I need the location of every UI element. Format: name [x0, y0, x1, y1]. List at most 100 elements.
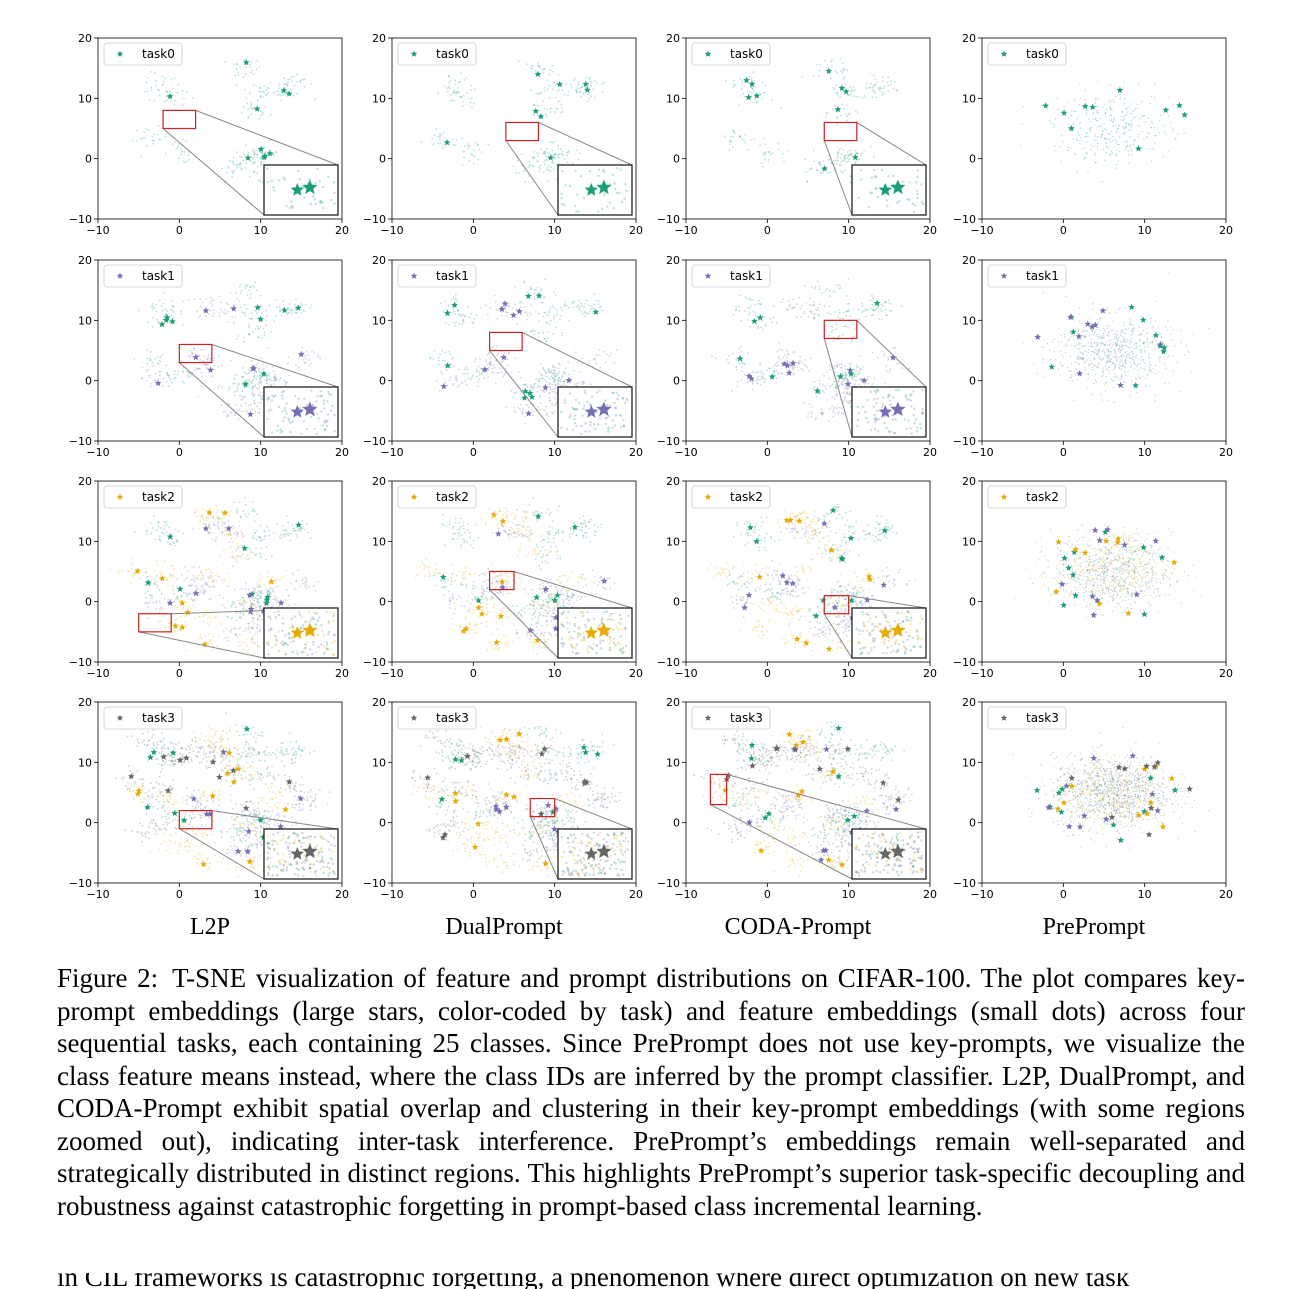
- y-tick-label: 20: [666, 32, 680, 45]
- x-tick-label: 20: [335, 667, 349, 680]
- axes-frame: [685, 37, 931, 220]
- y-tick-label: −10: [363, 435, 386, 448]
- panel-coda-prompt-task3: −10−10 0 0 10 10 20 20 task3: [657, 696, 937, 901]
- x-tick-label: 0: [470, 888, 477, 901]
- y-tick-label: −10: [69, 435, 92, 448]
- zoom-box: [823, 121, 858, 142]
- key-prompt-star: [1053, 588, 1060, 595]
- legend: task2: [397, 485, 477, 509]
- key-prompt-star: [571, 523, 579, 530]
- key-prompt-star: [1048, 363, 1055, 370]
- key-prompt-star: [192, 353, 200, 361]
- key-prompt-star: [172, 622, 179, 629]
- figure-caption: Figure 2: T-SNE visualization of feature …: [57, 962, 1245, 1222]
- key-prompt-star: [847, 534, 855, 541]
- zoom-inset-content: [266, 389, 337, 436]
- key-prompt-star: [533, 594, 540, 601]
- x-tick-label: 10: [842, 888, 856, 901]
- key-prompt-star: [799, 738, 807, 745]
- key-prompt-star: [834, 105, 842, 113]
- key-prompt-star: [254, 304, 261, 311]
- key-prompt-star: [424, 774, 431, 781]
- key-prompt-star: [1116, 86, 1124, 93]
- y-tick-label: 0: [673, 153, 680, 166]
- y-tick-label: −10: [363, 656, 386, 669]
- legend-label: task1: [436, 269, 469, 283]
- key-prompt-star: [169, 318, 176, 325]
- key-prompt-star: [773, 745, 781, 752]
- key-prompt-star: [532, 107, 540, 114]
- key-prompt-star: [166, 533, 174, 540]
- key-prompt-star: [144, 803, 151, 811]
- key-prompt-star: [460, 627, 468, 634]
- x-tick-label: 20: [629, 667, 643, 680]
- key-prompt-star: [812, 612, 820, 619]
- key-prompt-star: [200, 860, 207, 868]
- zoom-star: [302, 401, 318, 416]
- key-prompt-star: [1081, 549, 1089, 556]
- y-tick-label: 10: [666, 314, 680, 327]
- key-prompt-star: [178, 623, 186, 631]
- key-prompt-star: [202, 307, 210, 314]
- key-prompt-star: [147, 753, 154, 761]
- legend-label: task3: [1026, 711, 1059, 725]
- key-prompt-star: [538, 750, 546, 757]
- key-prompt-star: [521, 394, 528, 401]
- key-prompt-star: [551, 596, 559, 604]
- zoom-inset: [263, 164, 339, 216]
- legend-star: [704, 493, 712, 500]
- zoom-box: [162, 109, 197, 130]
- panel-coda-prompt-task0: −10−10 0 0 10 10 20 20 task0: [657, 32, 937, 237]
- x-tick-label: 20: [1219, 446, 1233, 459]
- key-prompt-star: [221, 509, 229, 516]
- key-prompt-star: [1115, 763, 1123, 771]
- x-tick-label: 20: [923, 667, 937, 680]
- key-prompt-star: [825, 67, 833, 74]
- zoom-box: [709, 773, 728, 806]
- y-tick-label: 0: [969, 596, 976, 609]
- y-tick-label: −10: [657, 213, 680, 226]
- y-tick-label: −10: [657, 656, 680, 669]
- zoom-star: [890, 843, 906, 858]
- panel-preprompt-task1: −10−10 0 0 10 10 20 20 task1: [953, 254, 1233, 459]
- key-prompt-star: [1152, 331, 1160, 339]
- key-prompt-star: [860, 377, 868, 384]
- key-prompt-star: [183, 754, 190, 761]
- key-prompt-star: [1157, 341, 1164, 348]
- key-prompt-star: [1104, 526, 1111, 533]
- y-tick-label: 10: [78, 535, 92, 548]
- zoom-connector: [538, 122, 633, 166]
- zoom-star: [302, 622, 318, 637]
- key-prompt-star: [844, 816, 852, 824]
- key-prompt-star: [852, 153, 859, 161]
- key-prompt-star: [821, 520, 828, 527]
- legend: task2: [103, 485, 183, 509]
- y-tick-label: 0: [969, 153, 976, 166]
- key-prompt-star: [748, 741, 756, 748]
- key-prompt-star: [582, 749, 590, 756]
- zoom-inset-content: [560, 389, 629, 436]
- x-tick-label: −10: [970, 224, 993, 237]
- key-prompt-star: [751, 317, 758, 325]
- key-prompt-star: [247, 605, 255, 612]
- key-prompt-star: [1139, 316, 1147, 323]
- legend-star: [410, 714, 418, 721]
- key-prompt-star: [180, 816, 188, 824]
- key-prompt-star: [297, 795, 304, 802]
- key-prompt-star: [592, 308, 600, 315]
- key-prompt-star: [541, 745, 548, 752]
- zoom-star: [584, 847, 598, 860]
- x-tick-label: 10: [548, 224, 562, 237]
- key-prompt-star: [1151, 763, 1158, 770]
- key-prompt-star: [534, 70, 542, 77]
- key-prompt-star: [846, 366, 854, 374]
- key-prompt-star: [242, 804, 250, 812]
- key-prompt-star: [526, 389, 534, 396]
- legend: task0: [103, 42, 183, 66]
- key-prompt-star: [542, 585, 550, 593]
- zoom-connector: [211, 343, 339, 388]
- key-prompt-star: [166, 599, 174, 606]
- y-tick-label: 0: [85, 817, 92, 830]
- x-tick-label: 20: [1219, 224, 1233, 237]
- y-tick-label: 10: [666, 535, 680, 548]
